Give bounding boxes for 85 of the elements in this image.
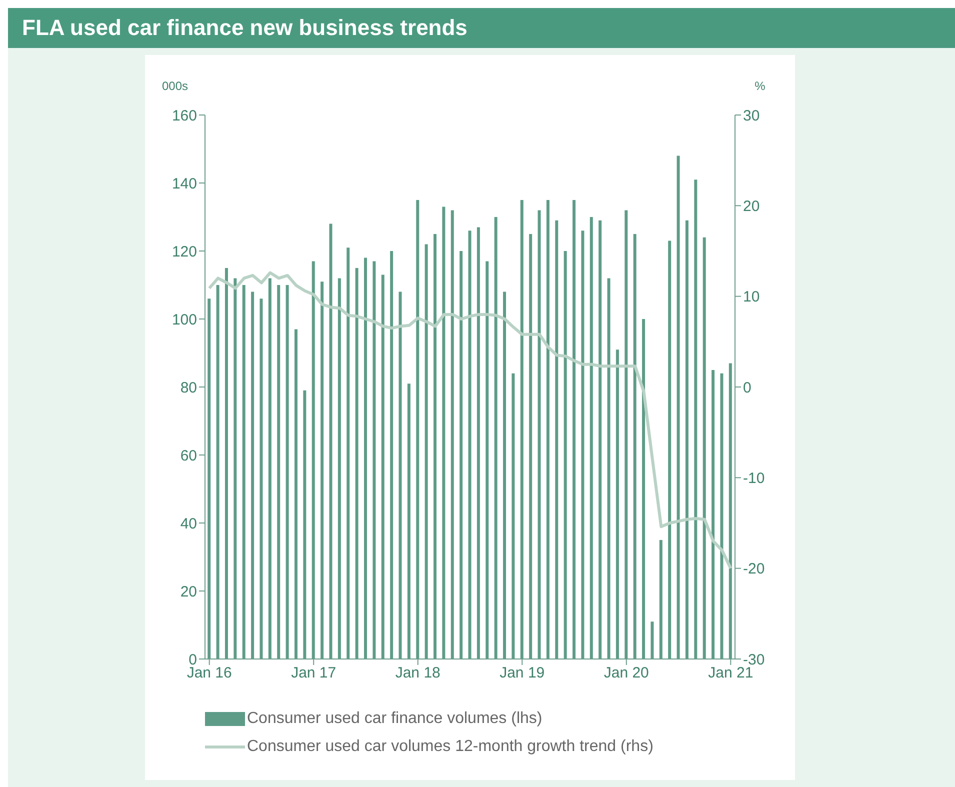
bar	[520, 200, 524, 659]
bar	[694, 180, 698, 659]
bar	[512, 373, 515, 659]
bar	[546, 200, 550, 659]
bar	[260, 298, 263, 659]
bar	[208, 298, 211, 659]
bar	[224, 268, 228, 659]
bar	[642, 319, 646, 659]
y2-tick-label: 30	[743, 107, 760, 124]
bar	[407, 384, 410, 659]
y2-tick-label: -10	[743, 470, 765, 487]
bar	[312, 261, 315, 659]
bar	[598, 220, 602, 659]
bar	[607, 278, 610, 659]
bar	[346, 248, 350, 659]
y2-tick-label: 20	[743, 198, 760, 215]
bar	[460, 251, 463, 659]
bar	[676, 156, 680, 659]
y-tick-label: 60	[180, 447, 197, 464]
x-tick-label: Jan 20	[604, 664, 649, 682]
bar	[372, 261, 376, 659]
bar	[720, 373, 724, 659]
bar	[564, 251, 567, 659]
line-series	[208, 271, 732, 570]
bar	[416, 200, 420, 659]
bar	[424, 244, 428, 659]
y2-tick-label: 10	[743, 288, 760, 306]
bar	[268, 278, 272, 659]
bar	[434, 234, 437, 659]
y2-axis-title: %	[754, 79, 766, 93]
bar	[685, 220, 688, 659]
bar	[294, 329, 298, 659]
bar	[450, 210, 454, 659]
bar	[650, 622, 654, 659]
bar	[494, 217, 498, 659]
chart-title: FLA used car finance new business trends	[8, 8, 955, 48]
y2-tick-label: 0	[743, 379, 752, 396]
bar	[712, 370, 715, 659]
bar	[529, 234, 532, 659]
bar	[286, 285, 289, 659]
bar	[303, 390, 306, 659]
legend-label: Consumer used car finance volumes (lhs)	[247, 709, 542, 729]
bar	[234, 278, 237, 659]
bar	[616, 350, 619, 659]
y-tick-label: 160	[172, 107, 197, 124]
bar	[364, 258, 367, 659]
bar	[355, 268, 358, 659]
bar	[251, 292, 254, 659]
bar	[390, 251, 394, 659]
bar	[320, 282, 324, 659]
bar	[581, 230, 584, 659]
bar	[398, 292, 402, 659]
bar	[668, 240, 672, 659]
bar	[728, 363, 732, 659]
bar	[468, 230, 472, 659]
bar	[538, 210, 541, 659]
bar	[277, 285, 280, 659]
bar	[659, 540, 662, 659]
bar	[624, 210, 628, 659]
bar	[338, 278, 341, 659]
bar	[216, 285, 220, 659]
bar	[486, 261, 489, 659]
y-tick-label: 40	[180, 515, 197, 532]
bar	[329, 224, 332, 659]
x-tick-label: Jan 19	[500, 664, 545, 682]
bar	[381, 274, 384, 659]
bar	[702, 237, 706, 659]
legend-label: Consumer used car volumes 12-month growth trend (rhs)	[247, 737, 654, 757]
y2-tick-label: -20	[743, 560, 765, 578]
bar	[503, 292, 506, 659]
x-tick-label: Jan 18	[395, 664, 440, 682]
y-tick-label: 100	[172, 311, 197, 328]
y-tick-label: 120	[172, 243, 197, 260]
y-tick-label: 20	[180, 583, 197, 600]
bar	[442, 206, 446, 659]
bar	[572, 200, 576, 659]
x-tick-label: Jan 17	[291, 664, 336, 682]
bar	[242, 285, 246, 659]
y-axis-title: 000s	[162, 79, 188, 93]
bar	[633, 234, 636, 659]
bar	[590, 217, 593, 659]
y-tick-label: 140	[172, 175, 197, 192]
y-tick-label: 80	[180, 379, 197, 396]
bar	[476, 227, 480, 659]
bar	[555, 220, 558, 659]
